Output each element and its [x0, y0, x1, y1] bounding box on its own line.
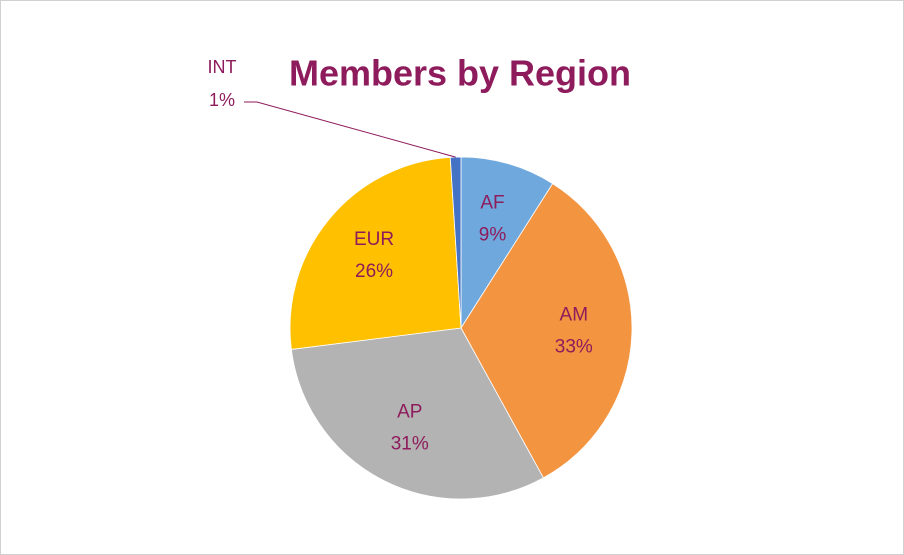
- slice-value-label: 33%: [555, 337, 593, 358]
- slice-value-label: 1%: [209, 90, 235, 110]
- slice-category-label: AM: [560, 305, 589, 326]
- slice-value-label: 9%: [479, 225, 507, 246]
- leader-line: [244, 101, 456, 158]
- pie-slice: [289, 156, 462, 350]
- slice-value-label: 26%: [355, 261, 393, 282]
- chart-title: Members by Region: [289, 53, 631, 94]
- pie-slice: [460, 156, 554, 330]
- slice-value-label: 31%: [391, 434, 429, 455]
- slice-category-label: INT: [208, 57, 237, 77]
- pie-slice: [290, 327, 544, 500]
- pie-slice: [449, 156, 462, 329]
- pie-slice: [460, 183, 633, 479]
- slice-category-label: AP: [397, 402, 422, 423]
- slice-category-label: EUR: [354, 229, 394, 250]
- slice-category-label: AF: [480, 193, 504, 214]
